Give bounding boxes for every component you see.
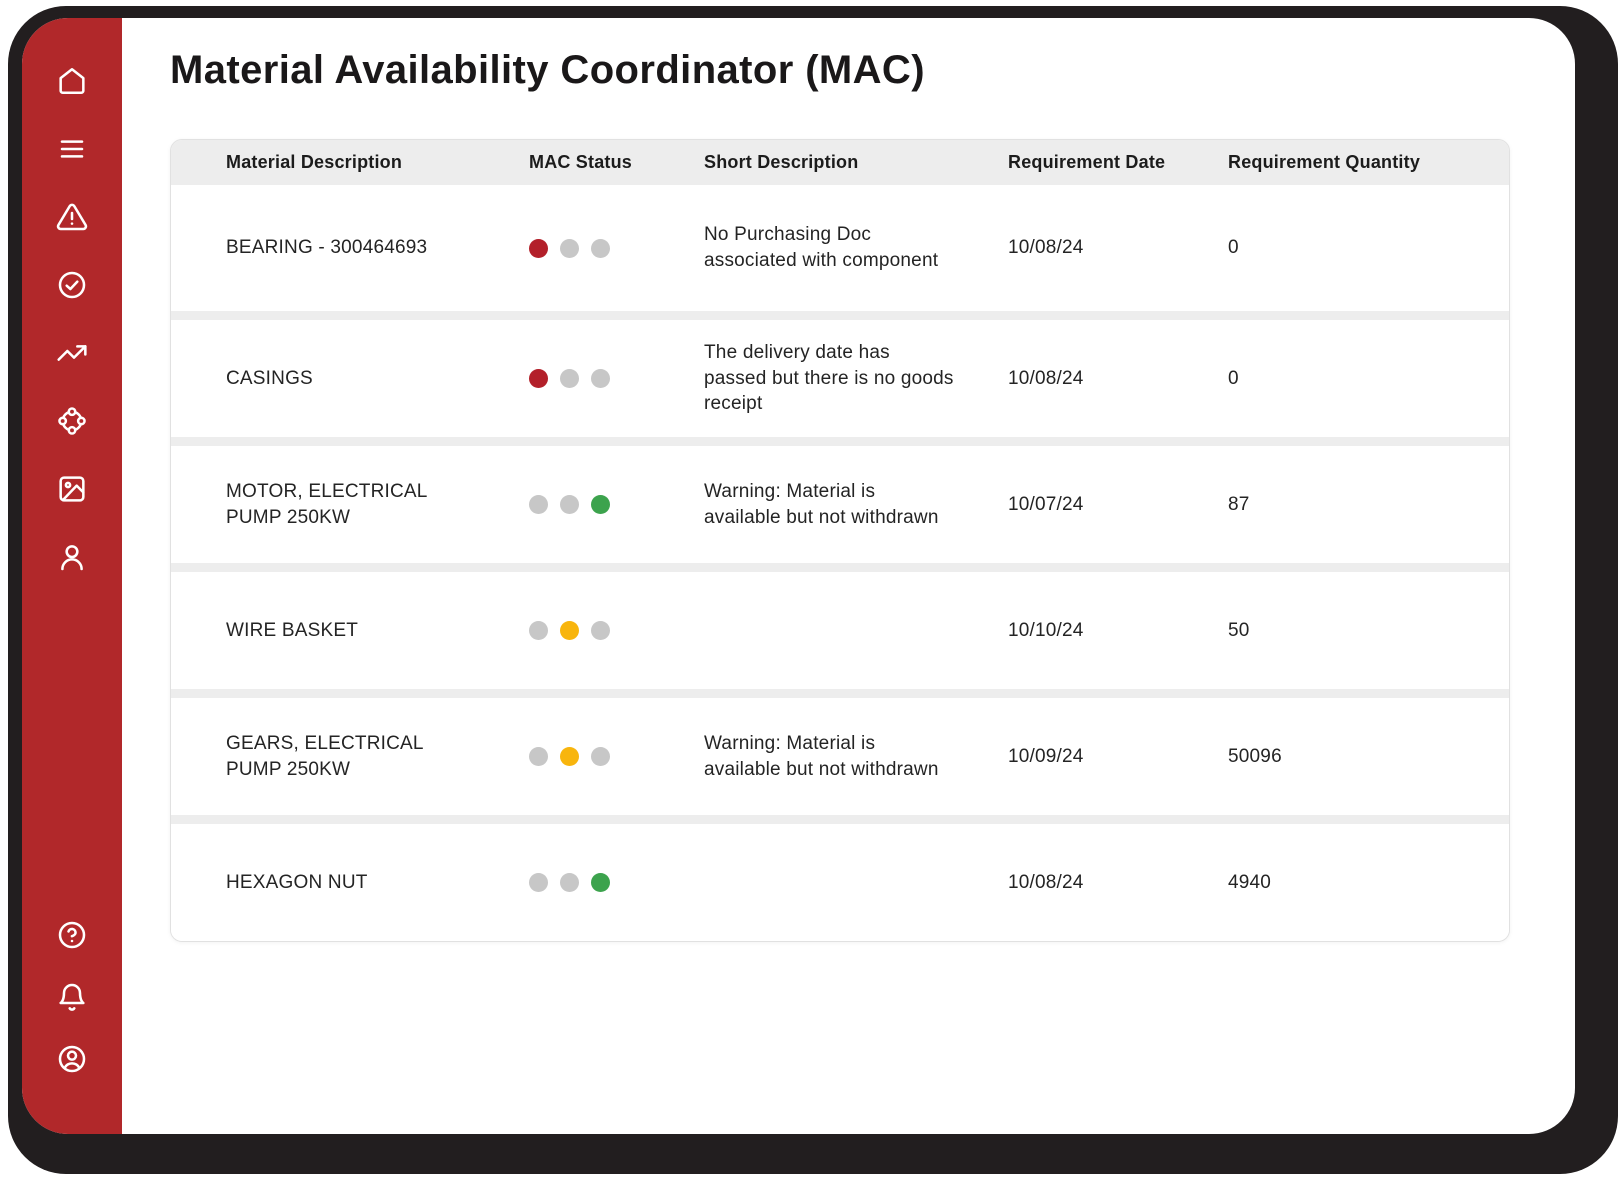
status-dot [591,747,610,766]
sidebar-item-network[interactable] [55,404,89,438]
mac-status-cell [529,621,704,640]
status-dot [529,495,548,514]
status-dot [560,873,579,892]
home-icon [59,68,85,94]
material-description-cell: GEARS, ELECTRICAL PUMP 250KW [226,732,423,780]
table-header: Material Description MAC Status Short De… [171,140,1509,185]
sidebar-item-trends[interactable] [55,336,89,370]
requirement-date-cell: 10/08/24 [1008,237,1084,259]
table-row[interactable]: GEARS, ELECTRICAL PUMP 250KW Warning: Ma… [171,689,1509,815]
column-header-material-description: Material Description [226,152,403,173]
column-header-short-description: Short Description [704,152,859,173]
status-dot [591,621,610,640]
column-header-mac-status: MAC Status [529,152,633,173]
requirement-quantity-cell: 87 [1228,493,1250,515]
mac-status-cell [529,747,704,766]
account-icon [58,1045,86,1073]
short-description-cell: Warning: Material is available but not w… [704,480,939,528]
user-icon [61,545,83,571]
status-dot [529,369,548,388]
sidebar-item-gallery[interactable] [55,472,89,506]
status-dot [529,238,548,258]
sidebar-item-user[interactable] [55,540,89,574]
short-description-cell: The delivery date has passed but there i… [704,342,954,415]
trending-up-icon [57,345,87,361]
requirement-date-cell: 10/09/24 [1008,745,1084,767]
sidebar-item-approvals[interactable] [55,268,89,302]
sidebar-item-account[interactable] [55,1042,89,1076]
requirement-quantity-cell: 0 [1228,237,1239,259]
column-header-requirement-quantity: Requirement Quantity [1228,152,1421,173]
table-row[interactable]: WIRE BASKET 10/10/24 50 [171,563,1509,689]
mac-status-cell [529,873,704,892]
status-dot [591,369,610,388]
status-dot [560,238,579,258]
alert-triangle-icon [56,203,88,231]
requirement-quantity-cell: 0 [1228,367,1239,389]
status-dot [529,747,548,766]
status-dot [560,369,579,388]
mac-status-cell [529,369,704,388]
status-dot [529,873,548,892]
sidebar-bottom-icons [55,918,89,1076]
status-dot [560,747,579,766]
material-description-cell: BEARING - 300464693 [226,237,428,259]
material-description-cell: MOTOR, ELECTRICAL PUMP 250KW [226,480,427,528]
table-row[interactable]: MOTOR, ELECTRICAL PUMP 250KW Warning: Ma… [171,437,1509,563]
requirement-quantity-cell: 50096 [1228,745,1282,767]
requirement-date-cell: 10/08/24 [1008,367,1084,389]
requirement-date-cell: 10/10/24 [1008,619,1084,641]
sidebar-item-alerts[interactable] [55,200,89,234]
image-icon [59,476,85,502]
device-frame: Material Availability Coordinator (MAC) … [8,6,1618,1174]
sidebar-item-home[interactable] [55,64,89,98]
mac-status-cell [529,495,704,514]
short-description-cell: Warning: Material is available but not w… [704,732,939,780]
material-description-cell: WIRE BASKET [226,619,359,641]
requirement-date-cell: 10/08/24 [1008,871,1084,893]
check-circle-icon [58,271,86,299]
table-row[interactable]: HEXAGON NUT 10/08/24 4940 [171,815,1509,941]
table-row[interactable]: BEARING - 300464693 No Purchasing Doc as… [171,185,1509,311]
material-description-cell: HEXAGON NUT [226,871,368,893]
table-row[interactable]: CASINGS The delivery date has passed but… [171,311,1509,437]
short-description-cell: No Purchasing Doc associated with compon… [704,224,939,271]
status-dot [591,238,610,258]
sidebar-item-help[interactable] [55,918,89,952]
status-dot [560,621,579,640]
status-dot [591,495,610,514]
status-dot [591,873,610,892]
network-icon [58,407,86,435]
requirement-quantity-cell: 4940 [1228,871,1272,893]
bell-icon [59,983,85,1011]
main-content: Material Availability Coordinator (MAC) … [122,18,1575,1134]
column-header-requirement-date: Requirement Date [1008,152,1166,173]
status-dot [529,621,548,640]
app-window: Material Availability Coordinator (MAC) … [22,18,1575,1134]
sidebar-item-menu[interactable] [55,132,89,166]
menu-icon [60,140,84,158]
page-title: Material Availability Coordinator (MAC) [170,48,925,92]
material-description-cell: CASINGS [226,367,313,389]
help-icon [58,921,86,949]
requirement-date-cell: 10/07/24 [1008,493,1084,515]
mac-table: Material Description MAC Status Short De… [170,139,1510,942]
mac-status-cell [529,238,704,258]
requirement-quantity-cell: 50 [1228,619,1250,641]
sidebar [22,18,122,1134]
sidebar-item-notifications[interactable] [55,980,89,1014]
status-dot [560,495,579,514]
sidebar-top-icons [55,64,89,574]
